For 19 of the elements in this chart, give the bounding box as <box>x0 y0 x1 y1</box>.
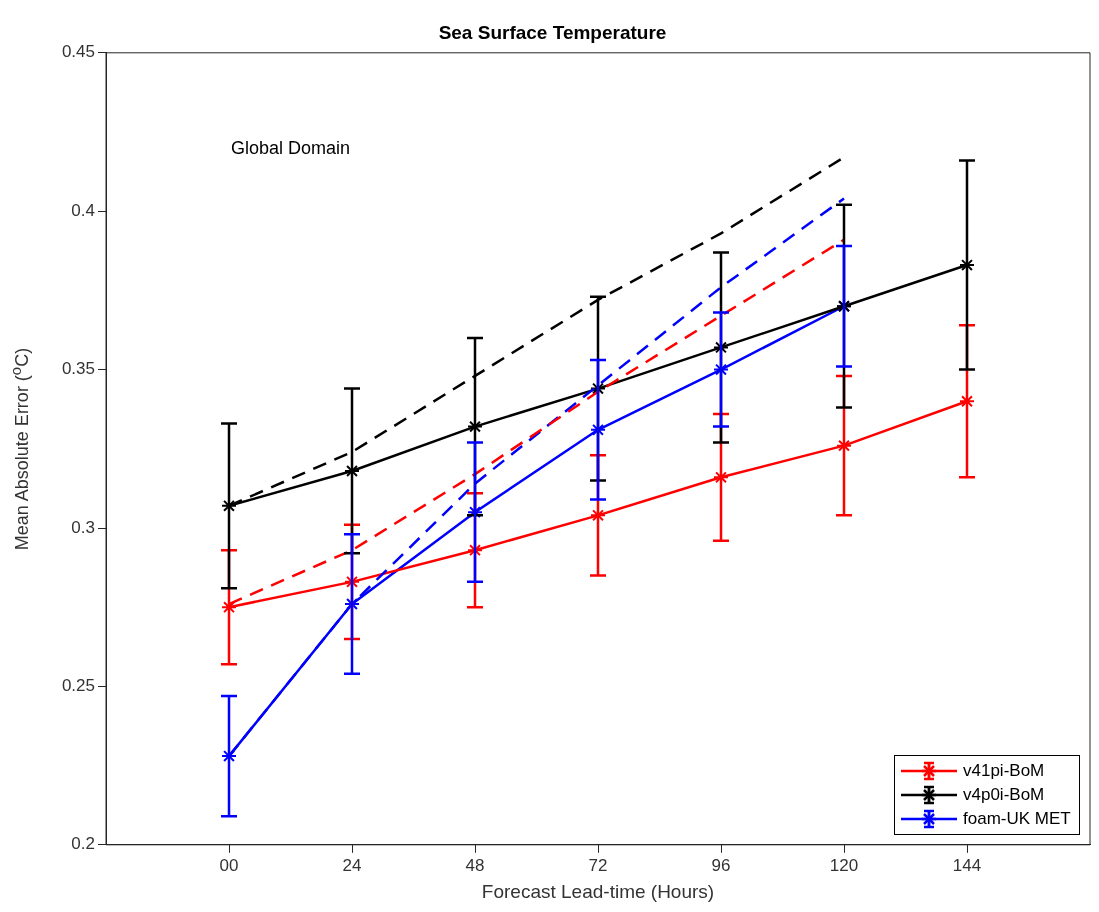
x-axis-title: Forecast Lead-time (Hours) <box>481 880 715 902</box>
y-tick-label: 0.35 <box>61 359 95 379</box>
y-tick-label: 0.45 <box>61 42 95 62</box>
y-tick-label: 0.25 <box>61 676 95 696</box>
legend-label: v41pi-BoM <box>963 760 1045 781</box>
annotation: Global Domain <box>231 137 351 158</box>
x-tick-label: 96 <box>711 855 731 875</box>
y-tick-label: 0.4 <box>71 200 95 220</box>
x-tick-label: 144 <box>952 855 982 875</box>
legend-label: foam-UK MET <box>963 808 1071 829</box>
y-tick-label: 0.2 <box>71 834 95 854</box>
x-tick-label: 00 <box>219 855 239 875</box>
x-tick-label: 72 <box>588 855 608 875</box>
legend-label: v4p0i-BoM <box>963 784 1045 805</box>
x-tick-label: 120 <box>829 855 859 875</box>
x-tick-label: 48 <box>465 855 485 875</box>
y-tick-label: 0.3 <box>71 517 95 537</box>
x-tick-label: 24 <box>342 855 362 875</box>
chart-title: Sea Surface Temperature <box>438 21 667 43</box>
